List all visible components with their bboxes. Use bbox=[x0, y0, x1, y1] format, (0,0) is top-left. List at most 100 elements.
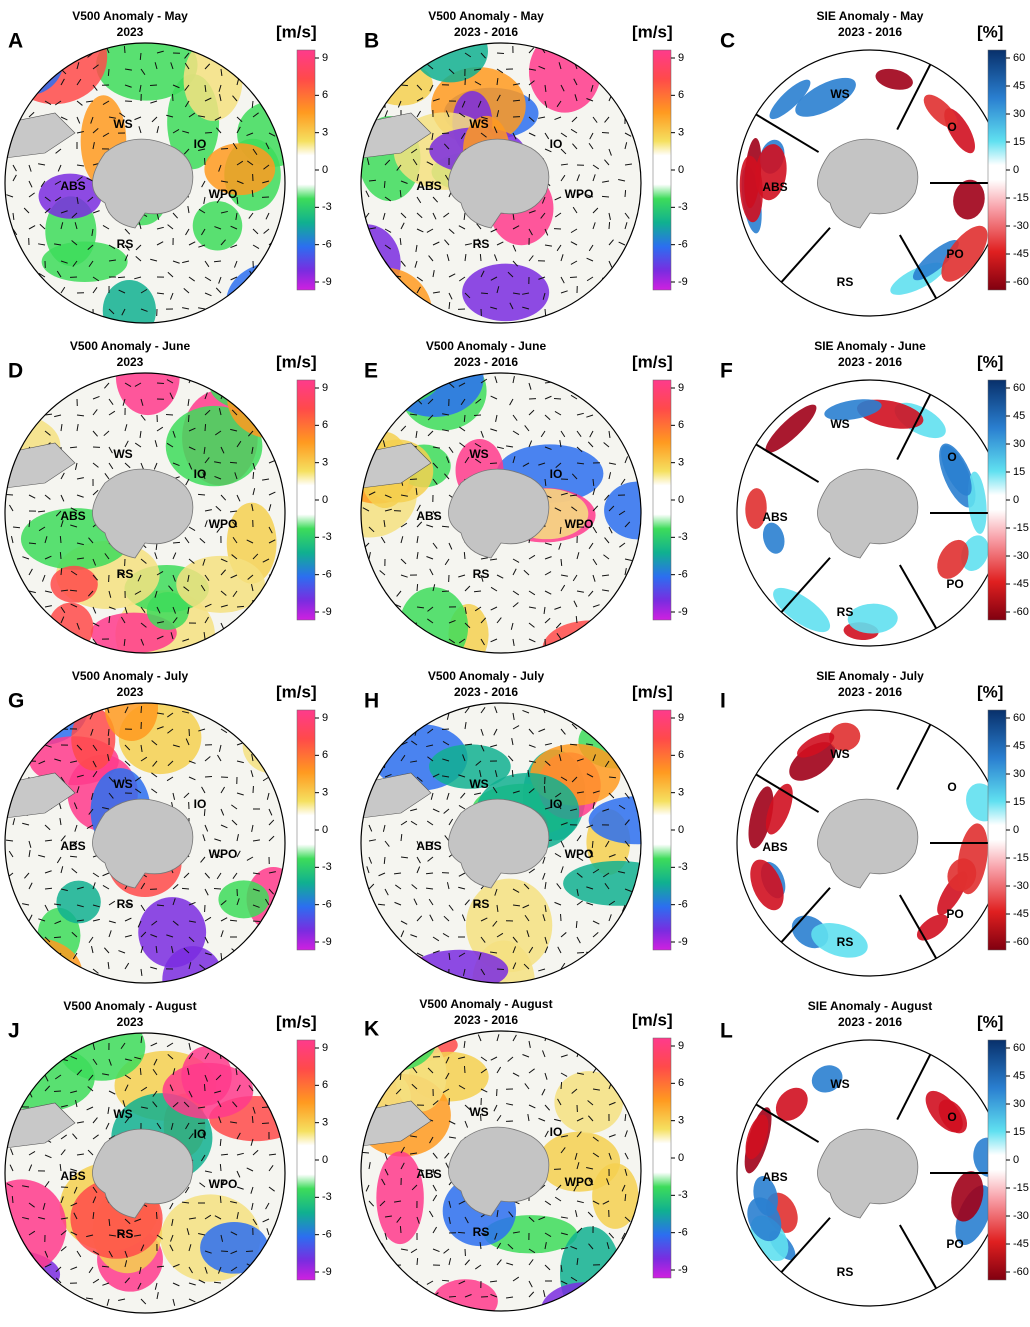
colorbar-tick-label: -3 bbox=[678, 531, 688, 543]
wind-arrow bbox=[384, 181, 385, 188]
wind-arrow bbox=[269, 291, 276, 293]
colorbar-tick-label: 9 bbox=[678, 1040, 684, 1052]
region-label: WS bbox=[469, 447, 488, 461]
wind-arrow bbox=[378, 381, 385, 383]
colorbar-tick-label: 30 bbox=[1013, 768, 1025, 780]
wind-arrow bbox=[253, 616, 254, 623]
wind-arrow bbox=[269, 309, 275, 312]
wind-arrow bbox=[237, 1041, 244, 1043]
wind-arrow bbox=[618, 758, 625, 761]
wind-arrow bbox=[364, 1073, 369, 1078]
wind-arrow bbox=[385, 1041, 387, 1048]
wind-arrow bbox=[6, 415, 13, 416]
wind-arrow bbox=[603, 383, 609, 386]
colorbar-tick-label: 0 bbox=[322, 1154, 328, 1166]
wind-arrow bbox=[269, 914, 271, 921]
wind-arrow bbox=[625, 936, 632, 937]
region-label: PO bbox=[946, 247, 963, 261]
wind-arrow bbox=[589, 1041, 593, 1047]
wind-arrow bbox=[576, 921, 577, 928]
colorbar-tick-label: 45 bbox=[1013, 410, 1025, 422]
colorbar bbox=[297, 380, 315, 620]
wind-arrow bbox=[29, 602, 34, 607]
wind-arrow bbox=[13, 85, 19, 88]
colorbar-tick-label: -45 bbox=[1013, 578, 1029, 590]
region-label: PO bbox=[946, 907, 963, 921]
colorbar-tick-label: 0 bbox=[1013, 1154, 1019, 1166]
wind-arrow bbox=[369, 1277, 374, 1281]
colorbar-tick-label: 0 bbox=[1013, 164, 1019, 176]
wind-arrow bbox=[182, 888, 189, 889]
colorbar-tick-label: -3 bbox=[322, 201, 332, 213]
wind-arrow bbox=[262, 260, 269, 261]
colorbar-unit: [m/s] bbox=[276, 352, 317, 371]
wind-anomaly bbox=[399, 587, 468, 667]
colorbar-tick-label: 0 bbox=[678, 824, 684, 836]
wind-arrow bbox=[12, 1235, 13, 1242]
colorbar-tick-label: 45 bbox=[1013, 80, 1025, 92]
wind-arrow bbox=[412, 48, 417, 53]
wind-arrow bbox=[268, 745, 269, 752]
wind-arrow bbox=[367, 277, 369, 284]
wind-arrow bbox=[364, 1297, 369, 1302]
colorbar-tick-label: -6 bbox=[678, 899, 688, 911]
colorbar-tick-label: 0 bbox=[678, 494, 684, 506]
wind-arrow bbox=[623, 584, 625, 591]
colorbar-tick-label: 60 bbox=[1013, 382, 1025, 394]
wind-anomaly bbox=[320, 292, 404, 343]
panel-subtitle: 2023 bbox=[117, 685, 144, 699]
wind-arrow bbox=[29, 1052, 30, 1059]
wind-arrow bbox=[45, 399, 51, 402]
wind-arrow bbox=[625, 309, 629, 314]
wind-arrow bbox=[13, 383, 17, 389]
colorbar bbox=[988, 1040, 1006, 1280]
wind-arrow bbox=[593, 1292, 598, 1297]
colorbar-tick-label: 0 bbox=[1013, 494, 1019, 506]
wind-arrow bbox=[140, 1068, 141, 1075]
wind-arrow bbox=[29, 411, 35, 415]
panel-letter: G bbox=[8, 690, 24, 713]
wind-arrow bbox=[401, 85, 408, 86]
panel-subtitle: 2023 - 2016 bbox=[454, 25, 518, 39]
wind-arrow bbox=[269, 399, 275, 403]
wind-arrow bbox=[577, 969, 584, 972]
wind-arrow bbox=[29, 309, 33, 314]
wind-arrow bbox=[362, 1152, 369, 1153]
wind-arrow bbox=[7, 1059, 13, 1062]
wind-arrow bbox=[367, 424, 369, 431]
wind-arrow bbox=[369, 1098, 370, 1105]
colorbar-tick-label: -60 bbox=[1013, 276, 1029, 288]
wind-arrow bbox=[13, 937, 15, 944]
panel-letter: E bbox=[364, 360, 378, 383]
wind-arrow bbox=[29, 623, 36, 624]
colorbar-tick-label: 15 bbox=[1013, 1126, 1025, 1138]
wind-arrow bbox=[13, 1299, 19, 1302]
wind-arrow bbox=[233, 639, 237, 645]
panel-letter: L bbox=[720, 1020, 733, 1043]
region-label: IO bbox=[194, 1127, 207, 1141]
wind-arrow bbox=[364, 304, 369, 309]
wind-arrow bbox=[369, 69, 376, 70]
wind-arrow bbox=[13, 117, 19, 120]
wind-anomaly bbox=[181, 1046, 231, 1105]
wind-arrow bbox=[588, 383, 593, 388]
panel-title: V500 Anomaly - July bbox=[72, 669, 189, 683]
wind-arrow bbox=[593, 293, 599, 297]
wind-arrow bbox=[237, 309, 243, 313]
panel-letter: A bbox=[8, 30, 23, 53]
wind-arrow bbox=[221, 1251, 228, 1252]
wind-arrow bbox=[12, 777, 13, 784]
colorbar-tick-label: -6 bbox=[322, 239, 332, 251]
colorbar-tick-label: -3 bbox=[678, 201, 688, 213]
wind-arrow bbox=[606, 1265, 609, 1271]
wind-arrow bbox=[442, 1280, 449, 1281]
wind-arrow bbox=[593, 636, 599, 639]
wind-arrow bbox=[577, 1035, 580, 1041]
colorbar-tick-label: -9 bbox=[322, 936, 332, 948]
wind-arrow bbox=[269, 383, 273, 389]
wind-arrow bbox=[449, 1296, 456, 1297]
wind-arrow bbox=[378, 969, 385, 970]
wind-arrow bbox=[368, 399, 369, 406]
panel: DV500 Anomaly - June2023WSIOABSWPORS[m/s… bbox=[0, 337, 332, 679]
colorbar-tick-label: -9 bbox=[322, 276, 332, 288]
